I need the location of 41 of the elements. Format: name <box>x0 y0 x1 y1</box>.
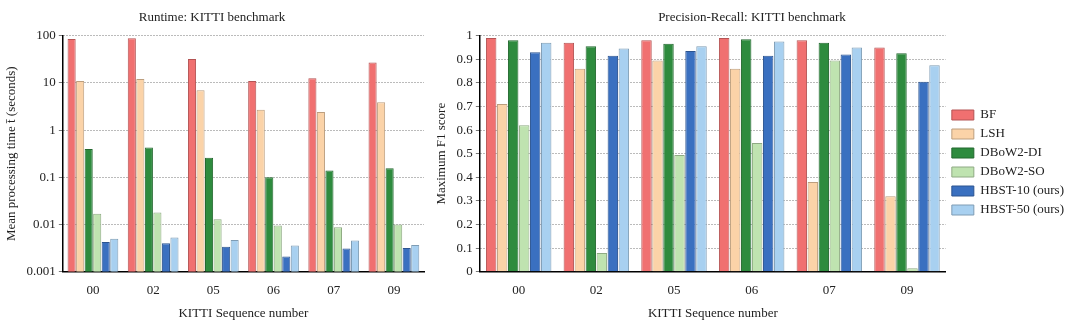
x-tick-label: 02 <box>589 282 603 298</box>
x-axis-title: KITTI Sequence number <box>178 304 310 320</box>
legend-label: HBST-10 (ours) <box>980 182 1065 198</box>
chart-title: Precision-Recall: KITTI benchmark <box>658 9 847 25</box>
x-tick-label: 06 <box>267 282 281 298</box>
x-tick-label: 00 <box>512 282 526 298</box>
y-tick-label: 100 <box>36 27 56 43</box>
x-tick-label: 02 <box>146 282 160 298</box>
x-tick-label: 07 <box>822 282 837 298</box>
y-tick-label: 0 <box>466 263 473 279</box>
y-tick-label: 0.8 <box>456 74 473 90</box>
x-tick-label: 05 <box>667 282 681 298</box>
x-tick-label: 06 <box>745 282 759 298</box>
x-tick-label: 09 <box>900 282 914 298</box>
y-tick-label: 10 <box>42 74 56 90</box>
y-tick-label: 0.1 <box>39 168 56 184</box>
x-tick-label: 07 <box>327 282 341 298</box>
legend-label: LSH <box>980 125 1005 141</box>
x-axis-title: KITTI Sequence number <box>647 304 779 320</box>
legend-label: HBST-50 (ours) <box>980 201 1065 217</box>
y-tick-label: 0.9 <box>456 50 473 66</box>
y-tick-label: 0.7 <box>456 97 474 113</box>
legend-label: BF <box>980 106 997 122</box>
x-tick-label: 05 <box>206 282 220 298</box>
x-tick-label: 09 <box>387 282 401 298</box>
legend-label: DBoW2-DI <box>980 144 1042 160</box>
y-tick-label: 0.001 <box>26 263 56 279</box>
chart-title: Runtime: KITTI benchmark <box>138 9 286 25</box>
y-tick-label: 0.3 <box>456 192 473 208</box>
y-axis-title: Maximum F1 score <box>433 102 449 205</box>
y-tick-label: 0.2 <box>456 215 473 231</box>
x-tick-label: 00 <box>86 282 100 298</box>
y-tick-label: 0.1 <box>456 239 473 255</box>
y-tick-label: 0.4 <box>456 168 474 184</box>
y-axis-title: Mean processing time t̄ (seconds) <box>3 66 19 242</box>
y-tick-label: 1 <box>466 27 473 43</box>
y-tick-label: 0.6 <box>456 121 474 137</box>
legend-label: DBoW2-SO <box>980 163 1045 179</box>
y-tick-label: 0.01 <box>33 215 56 231</box>
y-tick-label: 1 <box>49 121 56 137</box>
y-tick-label: 0.5 <box>456 145 473 161</box>
